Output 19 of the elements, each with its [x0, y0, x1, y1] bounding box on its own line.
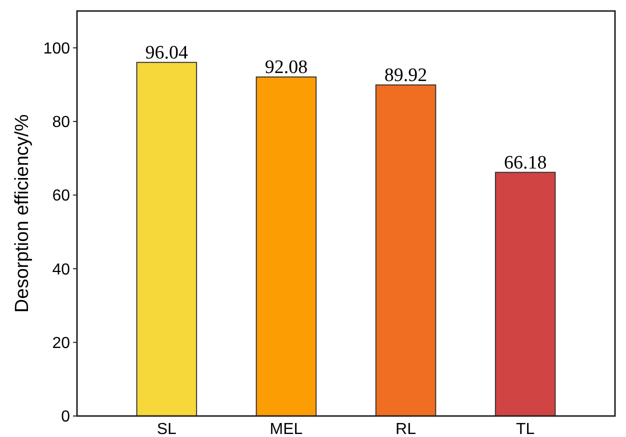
bar: [136, 62, 198, 416]
y-tick-label: 0: [61, 408, 70, 426]
y-tick-label: 100: [43, 40, 70, 58]
y-tick-label: 20: [52, 334, 70, 352]
bar: [256, 76, 317, 416]
data-label: 92.08: [264, 56, 308, 78]
x-tick-label: MEL: [270, 421, 303, 437]
data-label: 96.04: [145, 42, 189, 64]
y-axis-title: Desorption efficiency/%: [12, 114, 33, 313]
y-tick-label: 60: [52, 188, 70, 205]
y-tick-label: 80: [52, 114, 70, 132]
x-tick-label: TL: [516, 421, 535, 437]
data-label: 89.92: [384, 64, 428, 86]
data-label: 66.18: [504, 152, 547, 174]
y-tick-label: 40: [52, 261, 70, 278]
x-tick-label: SL: [156, 421, 177, 437]
bar: [494, 172, 556, 416]
x-tick-label: RL: [396, 421, 416, 437]
bar: [375, 84, 436, 416]
